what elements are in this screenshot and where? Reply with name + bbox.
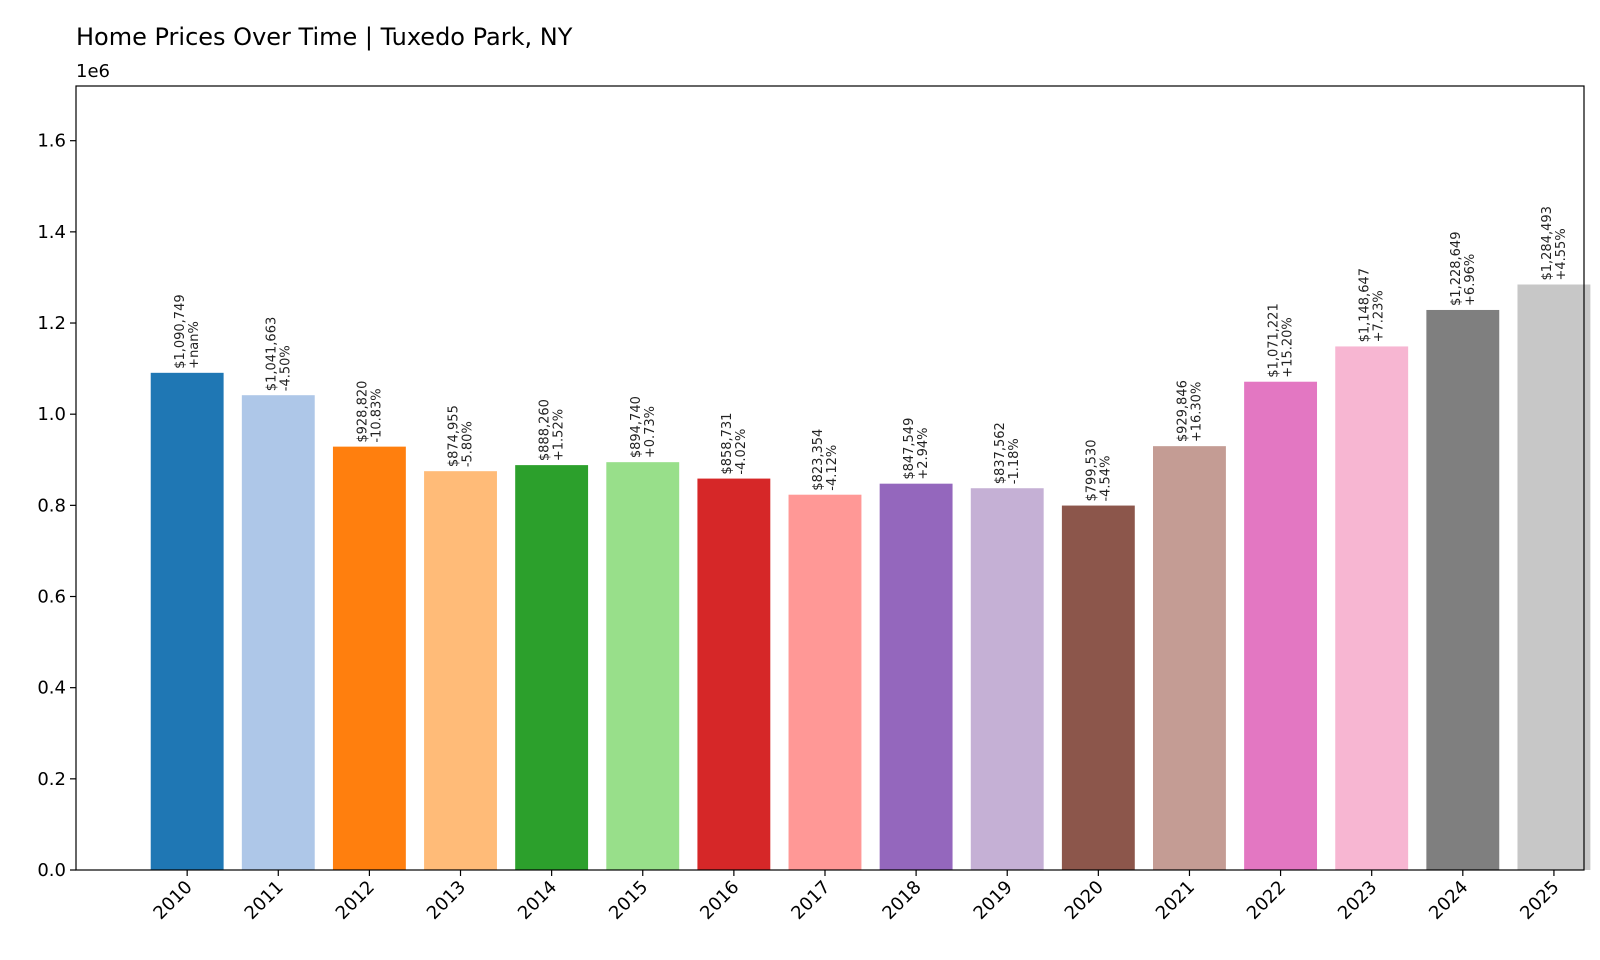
price-label-2016: $858,731 xyxy=(720,413,735,475)
y-axis-offset-label: 1e6 xyxy=(76,61,110,82)
bars-group xyxy=(150,284,1591,871)
data-label-2012: $928,820 -10.83% xyxy=(355,381,384,443)
bar-2019 xyxy=(970,488,1044,870)
x-tick-label-2010: 2010 xyxy=(149,877,196,924)
x-tick-label-2013: 2013 xyxy=(423,877,470,924)
price-label-2018: $847,549 xyxy=(902,418,917,480)
bar-2024 xyxy=(1426,309,1500,871)
price-label-2011: $1,041,663 xyxy=(264,317,279,391)
bar-2023 xyxy=(1335,346,1409,870)
data-label-2019: $837,562 -1.18% xyxy=(993,422,1022,484)
data-label-2018: $847,549 +2.94% xyxy=(902,418,931,480)
change-label-2015: +0.73% xyxy=(643,406,658,458)
price-label-2025: $1,284,493 xyxy=(1540,206,1555,280)
x-tick-label-2021: 2021 xyxy=(1152,877,1199,924)
x-axis: 2010 2011 2012 2013 2014 2015 2016 2017 2018 2019… xyxy=(149,870,1563,924)
y-tick-label-7: 1.4 xyxy=(37,222,66,243)
y-tick-label-8: 1.6 xyxy=(37,131,66,152)
price-label-2013: $874,955 xyxy=(447,405,462,467)
y-tick-label-5: 1.0 xyxy=(37,404,66,425)
y-tick-label-0: 0.0 xyxy=(37,860,66,881)
change-label-2020: -4.54% xyxy=(1098,456,1113,502)
data-label-2025: $1,284,493 +4.55% xyxy=(1540,206,1569,280)
bar-2017 xyxy=(788,494,862,870)
change-label-2024: +6.96% xyxy=(1463,254,1478,306)
price-label-2019: $837,562 xyxy=(993,422,1008,484)
data-label-2024: $1,228,649 +6.96% xyxy=(1449,232,1478,306)
change-label-2011: -4.50% xyxy=(278,345,293,391)
change-label-2010: +nan% xyxy=(187,321,202,369)
bar-2013 xyxy=(424,471,497,870)
x-tick-label-2020: 2020 xyxy=(1061,877,1108,924)
bar-2015 xyxy=(606,462,680,870)
change-label-2019: -1.18% xyxy=(1007,438,1022,484)
chart-title: Home Prices Over Time | Tuxedo Park, NY xyxy=(76,23,573,51)
y-tick-label-6: 1.2 xyxy=(37,313,66,334)
x-tick-label-2019: 2019 xyxy=(970,877,1017,924)
x-tick-label-2022: 2022 xyxy=(1243,877,1290,924)
price-label-2012: $928,820 xyxy=(355,381,370,443)
change-label-2016: -4.02% xyxy=(734,429,749,475)
price-label-2021: $929,846 xyxy=(1175,380,1190,442)
bar-2022 xyxy=(1244,381,1318,870)
x-tick-label-2017: 2017 xyxy=(787,877,834,924)
data-label-2020: $799,530 -4.54% xyxy=(1084,440,1113,502)
data-label-2016: $858,731 -4.02% xyxy=(720,413,749,475)
change-label-2018: +2.94% xyxy=(916,427,931,479)
x-tick-label-2014: 2014 xyxy=(514,877,561,924)
data-label-2010: $1,090,749 +nan% xyxy=(173,294,202,368)
bar-2010 xyxy=(150,372,224,870)
bar-2011 xyxy=(241,395,315,870)
price-label-2017: $823,354 xyxy=(811,429,826,491)
price-label-2022: $1,071,221 xyxy=(1267,303,1282,377)
price-label-2010: $1,090,749 xyxy=(173,294,188,368)
x-tick-label-2015: 2015 xyxy=(605,877,652,924)
x-tick-label-2018: 2018 xyxy=(878,877,925,924)
x-tick-label-2023: 2023 xyxy=(1334,877,1381,924)
data-label-2014: $888,260 +1.52% xyxy=(538,399,567,461)
bar-2025 xyxy=(1517,284,1591,870)
data-label-2013: $874,955 -5.80% xyxy=(447,405,476,467)
data-label-2015: $894,740 +0.73% xyxy=(629,396,658,458)
data-label-2017: $823,354 -4.12% xyxy=(811,429,840,491)
y-tick-label-4: 0.8 xyxy=(37,495,66,516)
x-tick-label-2024: 2024 xyxy=(1425,877,1472,924)
price-label-2015: $894,740 xyxy=(629,396,644,458)
plot-area-frame xyxy=(75,85,1585,871)
data-label-2011: $1,041,663 -4.50% xyxy=(264,317,293,391)
change-label-2013: -5.80% xyxy=(461,421,476,467)
data-label-2023: $1,148,647 +7.23% xyxy=(1358,268,1387,342)
bar-2016 xyxy=(697,478,771,870)
change-label-2022: +15.20% xyxy=(1281,317,1296,377)
price-label-2024: $1,228,649 xyxy=(1449,232,1464,306)
bar-2012 xyxy=(332,446,406,870)
x-tick-label-2016: 2016 xyxy=(696,877,743,924)
y-axis: 0.0 0.2 0.4 0.6 0.8 1.0 1.2 1.4 1.6 xyxy=(37,131,76,881)
x-tick-label-2025: 2025 xyxy=(1516,877,1563,924)
change-label-2017: -4.12% xyxy=(825,445,840,491)
x-tick-label-2012: 2012 xyxy=(332,877,379,924)
x-tick-label-2011: 2011 xyxy=(241,877,288,924)
change-label-2023: +7.23% xyxy=(1372,290,1387,342)
price-label-2014: $888,260 xyxy=(538,399,553,461)
change-label-2021: +16.30% xyxy=(1189,382,1204,442)
bar-2014 xyxy=(515,465,589,870)
price-label-2023: $1,148,647 xyxy=(1358,268,1373,342)
change-label-2025: +4.55% xyxy=(1554,228,1569,280)
y-tick-label-1: 0.2 xyxy=(37,769,66,790)
change-label-2012: -10.83% xyxy=(369,388,384,442)
data-label-2021: $929,846 +16.30% xyxy=(1175,380,1204,442)
change-label-2014: +1.52% xyxy=(552,409,567,461)
price-label-2020: $799,530 xyxy=(1084,440,1099,502)
bar-2018 xyxy=(879,483,953,870)
y-tick-label-3: 0.6 xyxy=(37,587,66,608)
data-label-2022: $1,071,221 +15.20% xyxy=(1267,303,1296,377)
data-labels-group: $1,090,749 +nan% $1,041,663 -4.50%$928,820-… xyxy=(173,206,1569,501)
bar-2021 xyxy=(1153,446,1226,870)
y-tick-label-2: 0.4 xyxy=(37,678,66,699)
bar-2020 xyxy=(1061,505,1135,870)
